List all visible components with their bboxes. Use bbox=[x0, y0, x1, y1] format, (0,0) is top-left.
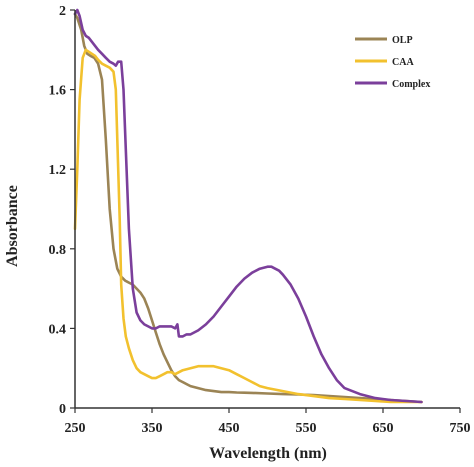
x-tick-labels: 250 350 450 550 650 750 bbox=[65, 421, 471, 436]
x-tick-label: 350 bbox=[142, 421, 163, 436]
x-tick-marks bbox=[74, 408, 461, 413]
x-tick-label: 250 bbox=[65, 421, 86, 436]
series-group bbox=[73, 8, 423, 404]
y-tick-marks bbox=[70, 9, 75, 409]
x-tick-label: 450 bbox=[219, 421, 240, 436]
y-tick-label: 0.4 bbox=[49, 322, 67, 337]
y-axis-title: Absorbance bbox=[4, 185, 21, 267]
x-axis-title: Wavelength (nm) bbox=[209, 445, 327, 462]
x-tick-label: 550 bbox=[296, 421, 317, 436]
y-tick-labels: 0 0.4 0.8 1.2 1.6 2 bbox=[49, 4, 67, 417]
y-tick-label: 0 bbox=[59, 402, 66, 417]
y-tick-label: 2 bbox=[59, 4, 66, 19]
legend: OLP CAA Complex bbox=[355, 35, 430, 90]
legend-label-olp: OLP bbox=[392, 35, 413, 46]
x-tick-label: 650 bbox=[373, 421, 394, 436]
y-tick-label: 1.2 bbox=[49, 163, 67, 178]
legend-label-caa: CAA bbox=[392, 57, 414, 68]
series-line-caa bbox=[73, 48, 423, 404]
y-tick-label: 1.6 bbox=[49, 84, 67, 99]
legend-label-complex: Complex bbox=[392, 79, 430, 90]
y-tick-label: 0.8 bbox=[49, 243, 67, 258]
series-line-complex bbox=[73, 8, 423, 404]
x-tick-label: 750 bbox=[450, 421, 471, 436]
